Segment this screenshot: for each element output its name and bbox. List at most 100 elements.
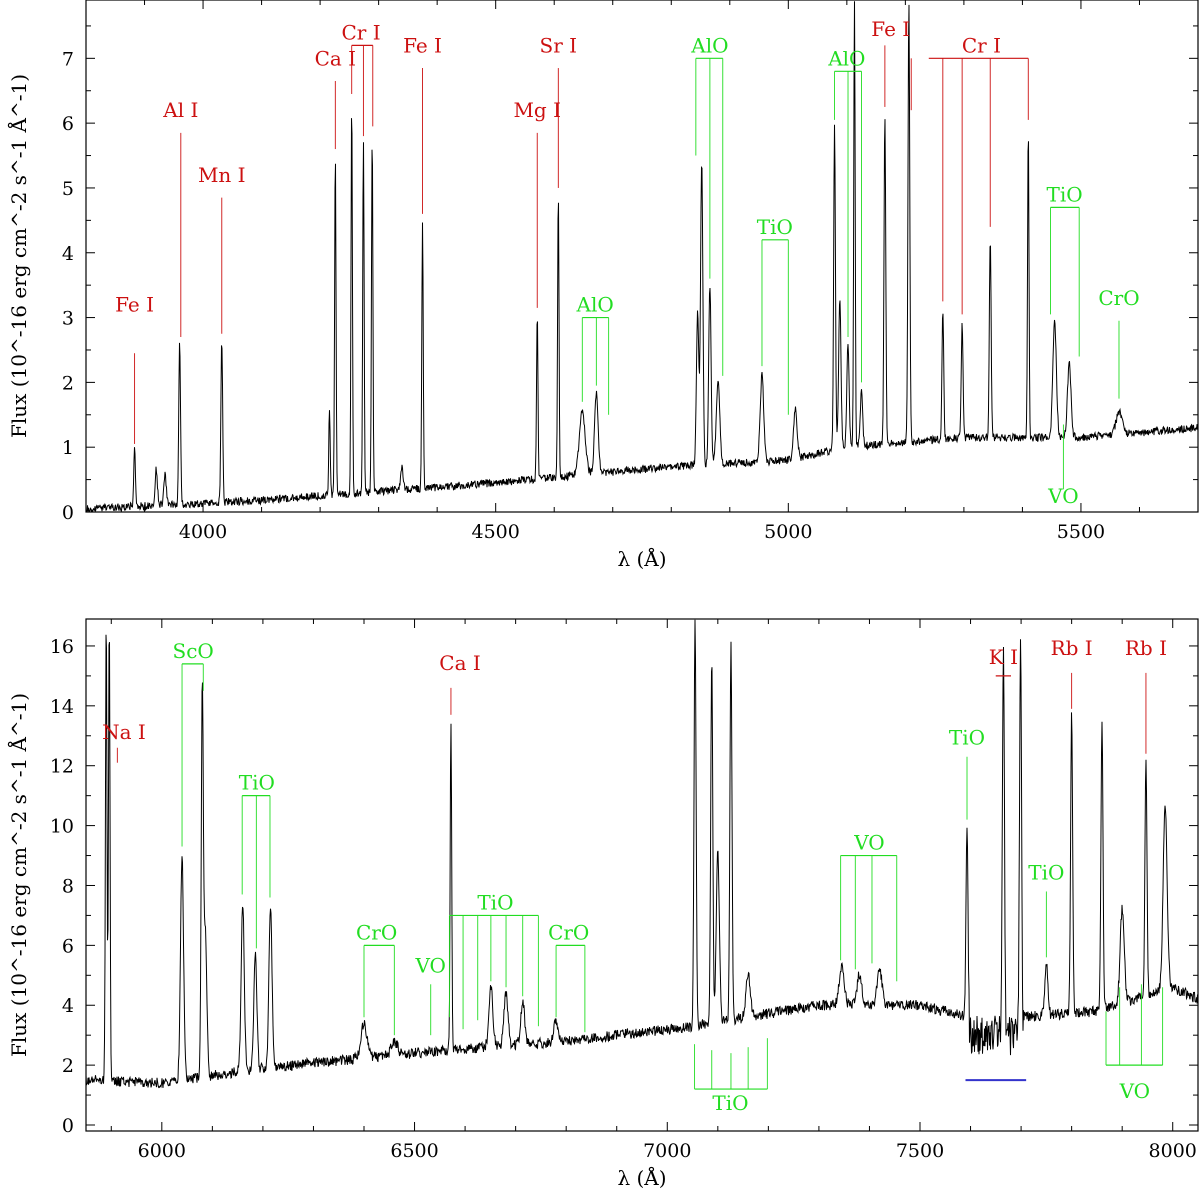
x-tick-label: 6000	[138, 1140, 186, 1162]
x-axis-label: λ (Å)	[617, 1165, 666, 1190]
y-tick-label: 0	[62, 1115, 74, 1137]
atomic-line-annotation: Fe I	[403, 33, 442, 214]
annotation-label: AlO	[827, 46, 865, 70]
annotation-label: AlO	[690, 33, 728, 57]
annotation-label: Fe I	[871, 17, 910, 41]
spectrum-line	[86, 1, 1198, 512]
annotation-label: Mg I	[513, 98, 561, 122]
y-tick-label: 8	[62, 875, 74, 897]
spectrum-panel-top: Fe IAl IMn ICa ICr IFe IMg ISr IAlOAlOTi…	[6, 0, 1199, 571]
annotation-label: Cr I	[962, 33, 1001, 57]
annotation-label: AlO	[576, 293, 614, 317]
annotation-label: Sr I	[540, 33, 578, 57]
annotation-label: TiO	[949, 726, 985, 750]
annotation-label: Fe I	[115, 293, 154, 317]
x-tick-label: 4000	[179, 521, 227, 543]
annotation-label: Ca I	[315, 46, 356, 70]
annotation-label: VO	[1047, 484, 1079, 508]
annotation-label: Rb I	[1125, 636, 1167, 660]
x-tick-label: 7500	[896, 1140, 944, 1162]
atomic-line-annotation: Mg I	[513, 98, 561, 308]
y-tick-label: 16	[50, 636, 74, 658]
atomic-line-annotation: Cr I	[910, 33, 1029, 315]
atomic-line-annotation: Ca I	[315, 46, 356, 150]
annotation-label: Rb I	[1051, 636, 1093, 660]
molecular-band-annotation: TiO	[448, 890, 539, 1030]
y-tick-label: 5	[62, 178, 74, 200]
y-tick-label: 10	[50, 816, 74, 838]
annotation-label: Al I	[162, 98, 198, 122]
molecular-band-annotation: CrO	[1098, 286, 1140, 399]
annotation-label: VO	[1119, 1079, 1151, 1103]
x-tick-label: 8000	[1149, 1140, 1197, 1162]
molecular-band-annotation: TiO	[757, 215, 793, 415]
y-tick-label: 0	[62, 502, 74, 524]
annotation-label: CrO	[548, 920, 589, 944]
annotation-label: CrO	[356, 920, 397, 944]
molecular-band-annotation: VO	[840, 831, 898, 982]
y-tick-label: 2	[62, 1055, 74, 1077]
annotation-label: TiO	[712, 1091, 748, 1115]
y-axis-label: Flux (10^-16 erg cm^-2 s^-1 Å^-1)	[6, 74, 31, 438]
x-tick-label: 6500	[390, 1140, 438, 1162]
spectrum-panel-bottom: Na I ScO TiO CrO VO Ca I TiO CrO TiO VO TiO K I TiO R…	[6, 618, 1199, 1190]
molecular-band-annotation: TiO	[949, 726, 985, 820]
y-tick-label: 14	[50, 696, 74, 718]
y-tick-label: 7	[62, 48, 74, 70]
molecular-band-annotation: CrO	[548, 920, 589, 1033]
y-tick-label: 1	[62, 437, 74, 459]
y-tick-label: 4	[62, 243, 74, 265]
y-tick-label: 2	[62, 372, 74, 394]
x-axis-label: λ (Å)	[617, 546, 666, 571]
atomic-line-annotation: Ca I	[439, 651, 481, 715]
atomic-line-annotation: Sr I	[540, 33, 578, 188]
molecular-band-annotation: TiO	[1046, 182, 1083, 357]
atomic-line-annotation: K I	[989, 645, 1018, 677]
annotation-label: VO	[414, 953, 446, 977]
annotation-label: Ca I	[439, 651, 480, 675]
annotation-label: Na I	[102, 720, 146, 744]
y-tick-label: 6	[62, 935, 74, 957]
molecular-band-annotation: VO	[414, 953, 446, 1036]
atomic-line-annotation: Al I	[162, 98, 198, 338]
x-tick-label: 4500	[472, 521, 520, 543]
annotation-label: VO	[853, 831, 885, 855]
y-tick-label: 4	[62, 995, 74, 1017]
x-tick-label: 7000	[643, 1140, 691, 1162]
molecular-band-annotation: ScO	[173, 639, 214, 847]
annotation-label: TiO	[757, 215, 793, 239]
annotation-label: CrO	[1098, 286, 1139, 310]
plot-frame	[85, 0, 1199, 513]
atomic-line-annotation: Fe I	[871, 17, 910, 107]
annotation-label: TiO	[1046, 182, 1082, 206]
atomic-line-annotation: Fe I	[115, 293, 154, 444]
atomic-line-annotation: Na I	[102, 720, 146, 763]
atomic-line-annotation: Rb I	[1051, 636, 1093, 709]
annotation-label: Mn I	[198, 163, 246, 187]
molecular-band-annotation: CrO	[356, 920, 397, 1036]
molecular-band-annotation: TiO	[239, 771, 275, 949]
molecular-band-annotation: VO	[1105, 984, 1164, 1103]
molecular-band-annotation: TiO	[694, 1038, 768, 1115]
molecular-band-annotation: VO	[1047, 424, 1079, 508]
annotation-label: K I	[989, 645, 1018, 669]
y-axis-label: Flux (10^-16 erg cm^-2 s^-1 Å^-1)	[6, 693, 31, 1057]
x-tick-label: 5500	[1057, 521, 1105, 543]
y-tick-label: 3	[62, 308, 74, 330]
annotation-label: ScO	[173, 639, 214, 663]
annotation-label: TiO	[1028, 860, 1064, 884]
molecular-band-annotation: TiO	[1028, 860, 1064, 958]
molecular-band-annotation: AlO	[827, 46, 865, 383]
annotation-label: TiO	[477, 890, 513, 914]
molecular-band-annotation: AlO	[576, 293, 614, 415]
atomic-line-annotation: Cr I	[342, 20, 381, 137]
atomic-line-annotation: Mn I	[198, 163, 246, 334]
annotation-label: Fe I	[403, 33, 442, 57]
x-tick-label: 5000	[764, 521, 812, 543]
y-tick-label: 6	[62, 113, 74, 135]
molecular-band-annotation: AlO	[690, 33, 729, 376]
spectrum-line	[86, 619, 1198, 1089]
annotation-label: Cr I	[342, 20, 381, 44]
plot-frame	[85, 618, 1199, 1132]
